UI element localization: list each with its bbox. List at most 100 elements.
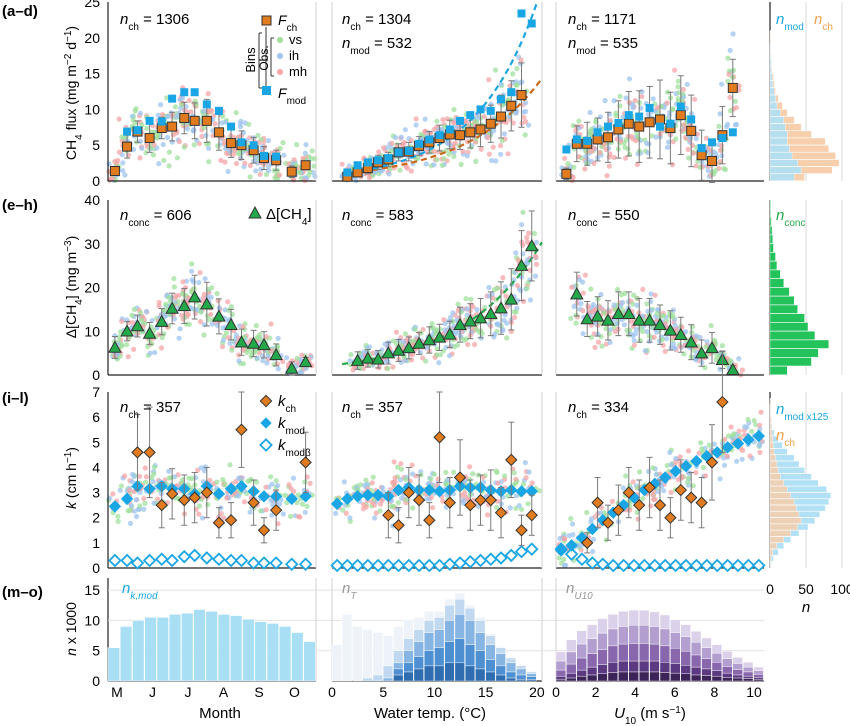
- kmod-marker: [120, 492, 134, 506]
- observation-dot: [433, 331, 439, 337]
- kmodb-marker: [142, 553, 157, 568]
- observation-dot: [311, 163, 317, 169]
- x-tick-label: 4: [631, 684, 639, 700]
- kch-marker: [464, 498, 477, 512]
- fmod-marker: [676, 102, 685, 111]
- stacked-bar-nU10: [566, 677, 577, 682]
- hist-bar-nch: [769, 448, 775, 455]
- kmodb-marker: [402, 558, 416, 573]
- kch-marker: [612, 503, 625, 517]
- bar-nkmod: [303, 641, 316, 682]
- stacked-bar-nU10: [711, 675, 723, 682]
- observation-dot: [264, 360, 270, 366]
- hist-bar-nch: [769, 479, 785, 487]
- observation-dot: [141, 496, 147, 502]
- observation-dot: [721, 462, 728, 468]
- observation-dot: [736, 356, 742, 362]
- bar-nkmod: [107, 647, 120, 682]
- observation-dot: [621, 322, 628, 328]
- observation-dot: [143, 308, 150, 315]
- observation-dot: [343, 510, 349, 516]
- stacked-bar-nU10: [555, 678, 567, 682]
- observation-dot: [147, 350, 153, 356]
- stacked-bar-nU10: [639, 625, 650, 644]
- legend-conc-marker: [248, 205, 262, 219]
- kch-marker: [155, 498, 168, 512]
- stacked-bar-nU10: [659, 628, 671, 647]
- observation-dot: [664, 144, 671, 150]
- stacked-bar-nT: [526, 673, 537, 677]
- x-axis-label-hist-n: n: [802, 599, 810, 616]
- observation-dot: [260, 358, 266, 364]
- hist-bar-nconc: [769, 339, 829, 349]
- observation-dot: [424, 496, 430, 502]
- stacked-bar-nT: [444, 662, 455, 682]
- observation-dot: [165, 113, 171, 119]
- observation-dot: [280, 511, 286, 517]
- observation-dot: [598, 291, 604, 298]
- observation-dot: [185, 311, 191, 318]
- stacked-bar-nT: [464, 644, 476, 667]
- fmod-marker: [614, 119, 623, 128]
- stacked-bar-nT: [444, 605, 455, 621]
- observation-dot: [492, 67, 499, 73]
- stacked-bar-nU10: [639, 671, 650, 682]
- observation-dot: [583, 153, 589, 159]
- legend-kmodb-marker: [259, 438, 273, 452]
- conc-marker: [187, 290, 202, 303]
- observation-dot: [403, 497, 409, 503]
- observation-dot: [717, 476, 723, 482]
- hist-bar-nch: [769, 555, 772, 562]
- observation-dot: [227, 340, 233, 346]
- observation-dot: [675, 78, 681, 84]
- observation-dot: [439, 162, 445, 168]
- conc-marker: [165, 301, 179, 314]
- kch-marker: [684, 491, 698, 504]
- kch-marker: [632, 498, 646, 512]
- bar-nkmod: [266, 623, 279, 682]
- hist-bar-nch: [769, 423, 772, 430]
- observation-dot: [503, 293, 509, 299]
- observation-dot: [366, 175, 372, 181]
- observation-dot: [493, 158, 499, 164]
- observation-dot: [745, 416, 751, 423]
- observation-dot: [209, 321, 215, 327]
- observation-dot: [730, 31, 736, 37]
- hist-bar-nconc: [769, 243, 774, 253]
- kch-marker: [515, 524, 528, 537]
- observation-dot: [275, 366, 281, 372]
- kch-marker: [525, 508, 538, 522]
- kmod-marker: [299, 490, 312, 503]
- annotation-l-mod: nmod x125: [776, 401, 829, 423]
- observation-dot: [441, 155, 447, 162]
- observation-dot: [611, 324, 617, 330]
- fch-marker: [122, 141, 133, 152]
- x-tick-label: M: [111, 684, 123, 700]
- hist-bar-nch: [769, 523, 798, 531]
- kch-marker: [716, 395, 729, 409]
- stacked-bar-nT: [423, 650, 435, 667]
- stacked-bar-nT: [464, 665, 476, 682]
- kch-marker: [382, 508, 395, 522]
- observation-dot: [693, 163, 699, 169]
- observation-dot: [198, 465, 204, 471]
- observation-dot: [650, 96, 656, 102]
- row-label-i-l: (i–l): [2, 390, 29, 407]
- observation-dot: [592, 344, 598, 351]
- conc-marker: [621, 306, 636, 320]
- fch-marker: [592, 134, 603, 145]
- x-tick-label: 2: [592, 684, 600, 700]
- observation-dot: [125, 354, 131, 360]
- stacked-bar-nU10: [680, 673, 691, 682]
- observation-dot: [473, 158, 479, 164]
- observation-dot: [339, 161, 345, 167]
- stacked-bar-nT: [516, 665, 527, 670]
- fch-marker: [352, 167, 363, 178]
- kmodb-marker: [473, 553, 488, 568]
- stacked-bar-nU10: [680, 665, 691, 674]
- observation-dot: [660, 342, 666, 348]
- observation-dot: [116, 149, 122, 155]
- annotation-i: nch = 357: [120, 399, 181, 421]
- conc-marker: [463, 314, 478, 327]
